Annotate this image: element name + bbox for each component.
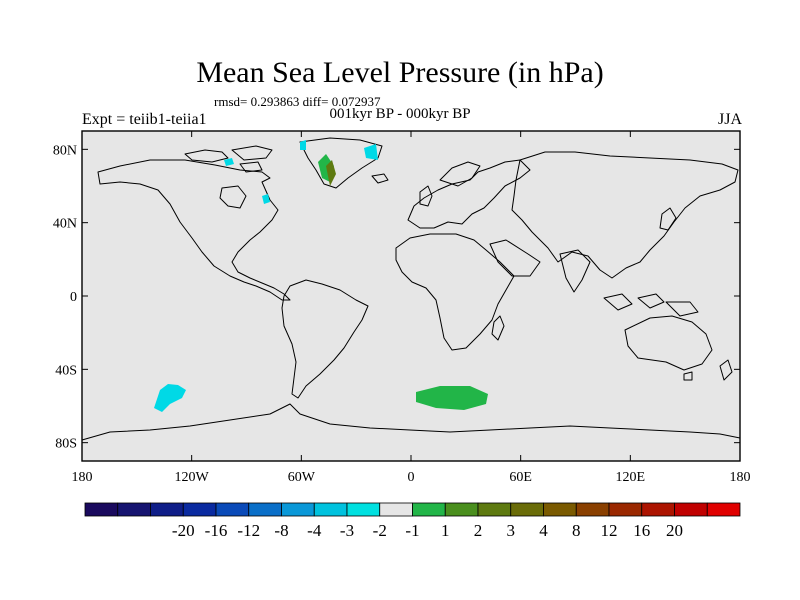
- colorbar-swatch: [674, 502, 708, 517]
- lat-label: 80S: [55, 437, 77, 452]
- lon-label: 180: [730, 470, 751, 485]
- colorbar-swatch: [706, 502, 741, 517]
- anomaly-arctic-2: [224, 158, 234, 166]
- lon-label: 60W: [288, 470, 316, 485]
- coastlines: [81, 137, 741, 441]
- colorbar-swatch: [641, 502, 675, 517]
- lon-label: 120W: [175, 470, 210, 485]
- colorbar-label: -12: [237, 521, 260, 540]
- lat-label: 0: [70, 290, 77, 305]
- anomaly-arctic-1: [300, 140, 306, 150]
- colorbar-swatch: [575, 502, 610, 517]
- colorbar-swatch: [117, 502, 151, 517]
- colorbar-label: -1: [405, 521, 419, 540]
- colorbar-swatch: [444, 502, 479, 517]
- colorbar-swatch: [477, 502, 512, 517]
- lon-label: 120E: [616, 470, 646, 485]
- colorbar-swatch: [215, 502, 250, 517]
- colorbar-label: -4: [307, 521, 322, 540]
- colorbar-swatch: [248, 502, 282, 517]
- chart-title: Mean Sea Level Pressure (in hPa): [196, 56, 604, 89]
- colorbar-swatch: [84, 502, 119, 517]
- anomaly-greenland-olive: [326, 160, 336, 186]
- colorbar-swatch: [510, 502, 544, 517]
- stats-text: rmsd= 0.293863 diff= 0.072937: [214, 94, 381, 109]
- anomaly-greenland-east: [364, 144, 378, 160]
- colorbar-label: 4: [539, 521, 548, 540]
- colorbar-label: 8: [572, 521, 581, 540]
- lat-label: 40N: [53, 217, 77, 232]
- anomaly-south-atlantic: [416, 386, 488, 410]
- colorbar-swatch: [150, 502, 184, 517]
- colorbar-swatch: [379, 502, 413, 517]
- colorbar-label: 12: [601, 521, 618, 540]
- map-panel: [81, 130, 741, 462]
- colorbar-swatch: [543, 502, 577, 517]
- latitude-axis: 80N 40N 0 40S 80S: [53, 143, 740, 452]
- colorbar: -20 -16 -12 -8 -4 -3 -2 -1 1 2 3 4 8 12 16 20: [84, 502, 741, 540]
- colorbar-label: 2: [474, 521, 483, 540]
- colorbar-label: 20: [666, 521, 683, 540]
- anomaly-hudson: [262, 194, 270, 204]
- colorbar-swatch: [346, 502, 381, 517]
- period-text: 001kyr BP - 000kyr BP: [329, 106, 471, 122]
- colorbar-label: 3: [507, 521, 516, 540]
- lon-label: 60E: [509, 470, 532, 485]
- colorbar-label: -8: [274, 521, 288, 540]
- anomaly-shading: [154, 140, 488, 412]
- anomaly-south-pacific: [154, 384, 186, 412]
- colorbar-label: 16: [633, 521, 650, 540]
- colorbar-swatch: [182, 502, 217, 517]
- colorbar-label: -20: [172, 521, 195, 540]
- colorbar-label: -3: [340, 521, 354, 540]
- lat-label: 80N: [53, 143, 77, 158]
- lat-label: 40S: [55, 363, 77, 378]
- season-label: JJA: [717, 111, 742, 128]
- longitude-axis: 180 120W 60W 0 60E 120E 180: [72, 131, 751, 485]
- colorbar-label: -2: [373, 521, 387, 540]
- colorbar-swatch: [412, 502, 446, 517]
- colorbar-swatch: [313, 502, 348, 517]
- colorbar-label: 1: [441, 521, 450, 540]
- colorbar-swatch: [608, 502, 643, 517]
- experiment-label: Expt = teiib1-teiia1: [82, 111, 207, 128]
- colorbar-label: -16: [205, 521, 228, 540]
- colorbar-swatch: [281, 502, 315, 517]
- lon-label: 0: [408, 470, 415, 485]
- lon-label: 180: [72, 470, 93, 485]
